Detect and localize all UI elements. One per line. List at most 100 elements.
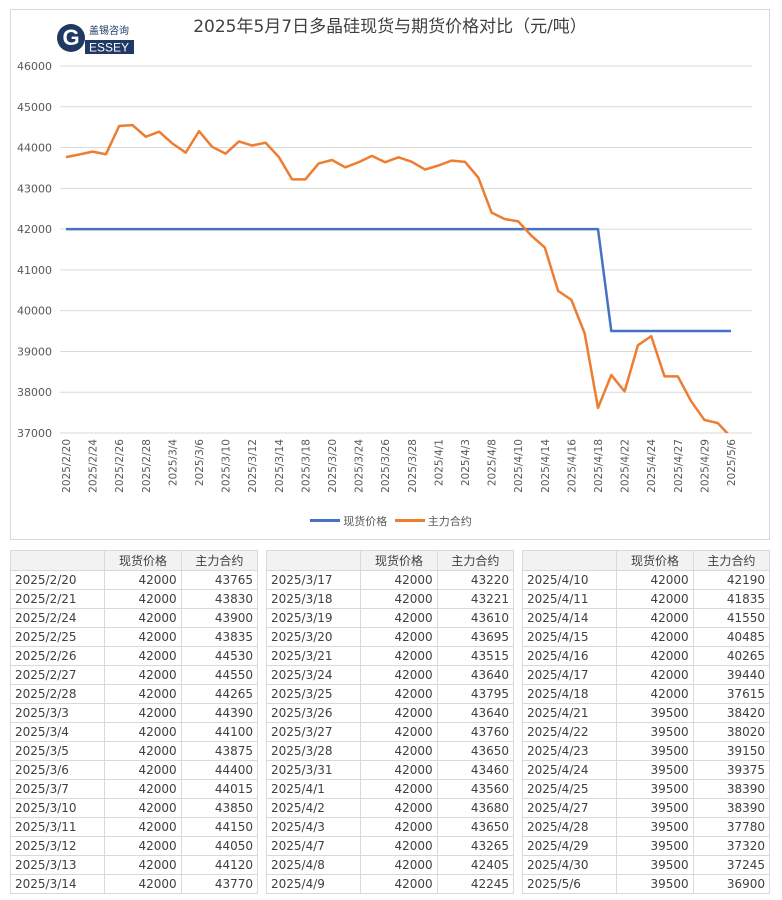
x-tick-label: 2025/4/18	[593, 439, 605, 493]
data-table-date: 2025/4/8	[265, 855, 362, 875]
x-tick-label: 2025/4/22	[620, 439, 632, 493]
y-tick-label: 39000	[17, 345, 52, 358]
data-label-futures: 43760	[436, 722, 515, 742]
logo-cn: 盖锡咨询	[89, 24, 129, 37]
data-table-row: 2025/3/14 42000 43770	[9, 874, 259, 894]
data-table-header-row: 现货价格 主力合约	[521, 550, 771, 571]
data-label-futures: 43770	[180, 874, 259, 894]
data-table-row: 2025/4/23 39500 39150	[521, 741, 771, 761]
data-table-date: 2025/3/17	[265, 570, 362, 590]
data-table-date: 2025/3/27	[265, 722, 362, 742]
logo-letter: G	[62, 25, 79, 50]
data-label-spot: 42000	[104, 722, 182, 742]
data-label-spot: 42000	[104, 836, 182, 856]
data-label-futures: 39150	[692, 741, 771, 761]
data-label-futures: 44150	[180, 817, 259, 837]
data-table-row: 2025/3/21 42000 43515	[265, 646, 515, 666]
data-label-spot: 42000	[104, 798, 182, 818]
data-label-spot: 42000	[104, 779, 182, 799]
data-label-futures: 36900	[692, 874, 771, 894]
data-table-header-date	[521, 550, 618, 571]
data-table-row: 2025/3/12 42000 44050	[9, 836, 259, 856]
data-label-spot: 39500	[616, 779, 694, 799]
data-table-row: 2025/3/7 42000 44015	[9, 779, 259, 799]
data-label-futures: 38420	[692, 703, 771, 723]
data-table-date: 2025/3/28	[265, 741, 362, 761]
data-table-date: 2025/4/11	[521, 589, 618, 609]
series-group	[65, 123, 731, 433]
data-label-spot: 42000	[616, 608, 694, 628]
data-label-spot: 42000	[360, 874, 438, 894]
data-table-date: 2025/3/31	[265, 760, 362, 780]
data-label-futures: 38020	[692, 722, 771, 742]
data-table-header-futures: 主力合约	[180, 550, 259, 571]
data-label-futures: 38390	[692, 798, 771, 818]
data-table-row: 2025/3/10 42000 43850	[9, 798, 259, 818]
data-table-row: 2025/3/24 42000 43640	[265, 665, 515, 685]
data-table-date: 2025/3/26	[265, 703, 362, 723]
data-label-futures: 42245	[436, 874, 515, 894]
data-label-futures: 43650	[436, 817, 515, 837]
series-line-futures	[65, 123, 729, 433]
data-label-spot: 42000	[360, 589, 438, 609]
x-tick-label: 2025/3/18	[300, 439, 312, 493]
data-label-spot: 42000	[104, 741, 182, 761]
data-table-row: 2025/4/22 39500 38020	[521, 722, 771, 742]
data-label-futures: 43650	[436, 741, 515, 761]
legend-item-futures[interactable]: 主力合约	[394, 513, 472, 529]
data-table-date: 2025/4/24	[521, 760, 618, 780]
data-label-futures: 37780	[692, 817, 771, 837]
data-label-spot: 42000	[616, 589, 694, 609]
data-table-header-spot: 现货价格	[616, 550, 694, 571]
data-table-header-spot: 现货价格	[104, 550, 182, 571]
data-label-spot: 42000	[104, 589, 182, 609]
data-label-futures: 43830	[180, 589, 259, 609]
data-label-futures: 37320	[692, 836, 771, 856]
gessey-logo: G ESSEY 盖锡咨询	[57, 24, 134, 54]
data-table-row: 2025/2/25 42000 43835	[9, 627, 259, 647]
data-label-futures: 44050	[180, 836, 259, 856]
data-table-date: 2025/4/14	[521, 608, 618, 628]
data-table-date: 2025/2/26	[9, 646, 106, 666]
data-table-row: 2025/4/30 39500 37245	[521, 855, 771, 875]
data-label-spot: 42000	[616, 646, 694, 666]
x-tick-label: 2025/4/16	[566, 439, 578, 493]
data-label-spot: 42000	[104, 646, 182, 666]
data-table-date: 2025/3/14	[9, 874, 106, 894]
data-label-futures: 40485	[692, 627, 771, 647]
data-label-spot: 39500	[616, 855, 694, 875]
y-tick-label: 42000	[17, 223, 52, 236]
data-label-futures: 44015	[180, 779, 259, 799]
data-label-futures: 43610	[436, 608, 515, 628]
data-label-futures: 39375	[692, 760, 771, 780]
data-label-spot: 42000	[360, 703, 438, 723]
data-label-futures: 44400	[180, 760, 259, 780]
y-tick-label: 37000	[17, 427, 52, 440]
data-table-row: 2025/5/6 39500 36900	[521, 874, 771, 894]
data-label-spot: 42000	[616, 684, 694, 704]
data-table-date: 2025/4/10	[521, 570, 618, 590]
data-table-row: 2025/3/17 42000 43220	[265, 570, 515, 590]
data-label-spot: 42000	[360, 722, 438, 742]
data-table-row: 2025/4/11 42000 41835	[521, 589, 771, 609]
data-table-row: 2025/2/28 42000 44265	[9, 684, 259, 704]
data-table-row: 2025/4/14 42000 41550	[521, 608, 771, 628]
data-table-date: 2025/2/28	[9, 684, 106, 704]
x-tick-label: 2025/4/24	[646, 439, 658, 493]
data-label-futures: 41835	[692, 589, 771, 609]
data-table-row: 2025/2/24 42000 43900	[9, 608, 259, 628]
legend-item-spot[interactable]: 现货价格	[310, 513, 387, 529]
y-tick-label: 41000	[17, 264, 52, 277]
data-label-futures: 43560	[436, 779, 515, 799]
data-label-futures: 37615	[692, 684, 771, 704]
y-tick-label: 43000	[17, 182, 52, 195]
data-label-futures: 43850	[180, 798, 259, 818]
data-table-date: 2025/3/12	[9, 836, 106, 856]
data-table-row: 2025/4/28 39500 37780	[521, 817, 771, 837]
data-label-futures: 42190	[692, 570, 771, 590]
data-label-spot: 42000	[104, 608, 182, 628]
x-tick-label: 2025/4/10	[513, 439, 525, 493]
data-label-futures: 38390	[692, 779, 771, 799]
data-table-date: 2025/4/17	[521, 665, 618, 685]
data-table-row: 2025/2/26 42000 44530	[9, 646, 259, 666]
